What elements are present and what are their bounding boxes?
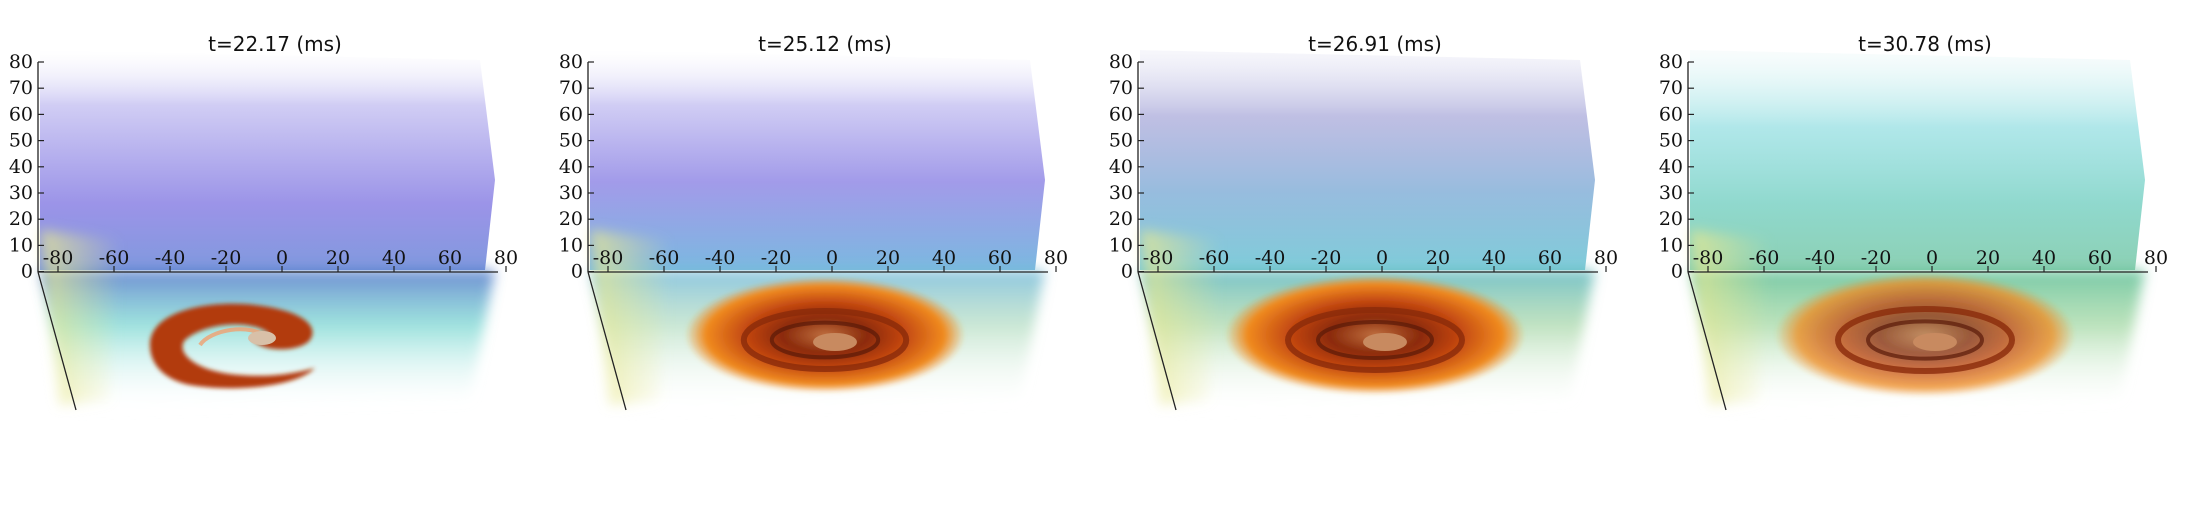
z-tick-label: 60 bbox=[1659, 103, 1683, 125]
z-tick-label: 20 bbox=[9, 208, 33, 230]
edge-glow bbox=[590, 230, 670, 405]
x-tick-label: 20 bbox=[326, 247, 350, 269]
x-tick-label: -60 bbox=[1199, 247, 1230, 269]
z-tick-label: 20 bbox=[559, 208, 583, 230]
x-tick-label: 0 bbox=[826, 247, 838, 269]
x-tick-label: -60 bbox=[99, 247, 130, 269]
x-tick-label: 40 bbox=[2032, 247, 2056, 269]
z-tick-label: 10 bbox=[1109, 234, 1133, 256]
x-tick-label: -40 bbox=[705, 247, 736, 269]
edge-glow bbox=[1690, 230, 1770, 405]
z-tick-label: 50 bbox=[1659, 130, 1683, 152]
x-tick-label: -80 bbox=[1143, 247, 1174, 269]
volume-render: 80 70 60 50 40 30 20 10 0 -80 -60 -40 -20 0 20 40 60 80 bbox=[1109, 50, 1618, 411]
z-tick-label: 40 bbox=[1109, 156, 1133, 178]
x-tick-label: -80 bbox=[1693, 247, 1724, 269]
density-structure bbox=[150, 303, 315, 389]
x-tick-label: -20 bbox=[761, 247, 792, 269]
x-tick-label: 80 bbox=[2144, 247, 2168, 269]
z-tick-label: 10 bbox=[559, 234, 583, 256]
upper-volume bbox=[1140, 50, 1595, 270]
z-tick-label: 10 bbox=[9, 234, 33, 256]
x-tick-label: 80 bbox=[494, 247, 518, 269]
x-tick-label: -20 bbox=[1861, 247, 1892, 269]
z-tick-label: 40 bbox=[1659, 156, 1683, 178]
z-tick-label: 70 bbox=[1109, 77, 1133, 99]
volume-render: 80 70 60 50 40 30 20 10 0 -80 -60 -40 -20 0 20 40 60 80 bbox=[9, 50, 518, 411]
x-tick-label: 40 bbox=[1482, 247, 1506, 269]
x-tick-label: 60 bbox=[1538, 247, 1562, 269]
z-tick-label: 0 bbox=[21, 261, 33, 283]
x-tick-label: -80 bbox=[43, 247, 74, 269]
z-tick-label: 30 bbox=[9, 182, 33, 204]
z-tick-label: 60 bbox=[9, 103, 33, 125]
volume-render: 80 70 60 50 40 30 20 10 0 -80 -60 -40 -20 0 20 40 60 80 bbox=[559, 50, 1068, 411]
x-tick-label: 60 bbox=[2088, 247, 2112, 269]
x-tick-label: 0 bbox=[1926, 247, 1938, 269]
x-tick-label: -20 bbox=[1311, 247, 1342, 269]
x-tick-label: 40 bbox=[382, 247, 406, 269]
z-tick-label: 30 bbox=[1659, 182, 1683, 204]
z-tick-label: 30 bbox=[1109, 182, 1133, 204]
z-tick-label: 0 bbox=[571, 261, 583, 283]
x-tick-label: -40 bbox=[1805, 247, 1836, 269]
z-tick-label: 40 bbox=[559, 156, 583, 178]
z-tick-label: 20 bbox=[1659, 208, 1683, 230]
z-tick-label: 0 bbox=[1121, 261, 1133, 283]
x-tick-label: 20 bbox=[876, 247, 900, 269]
x-tick-label: -60 bbox=[1749, 247, 1780, 269]
z-tick-label: 80 bbox=[1109, 51, 1133, 73]
x-tick-label: 0 bbox=[276, 247, 288, 269]
z-tick-label: 30 bbox=[559, 182, 583, 204]
render-panel: 80 70 60 50 40 30 20 10 0 -80 -60 -40 -20 0 20 40 60 80 t=… bbox=[0, 0, 550, 512]
z-tick-label: 80 bbox=[9, 51, 33, 73]
upper-volume bbox=[1690, 50, 2145, 270]
z-tick-label: 70 bbox=[559, 77, 583, 99]
x-tick-label: -80 bbox=[593, 247, 624, 269]
density-structure bbox=[1775, 273, 2075, 397]
panel-title: t=25.12 (ms) bbox=[758, 32, 892, 56]
z-tick-label: 50 bbox=[559, 130, 583, 152]
panel-title: t=26.91 (ms) bbox=[1308, 32, 1442, 56]
volume-render: 80 70 60 50 40 30 20 10 0 -80 -60 -40 -20 0 20 40 60 80 bbox=[1659, 50, 2168, 411]
x-tick-label: 80 bbox=[1594, 247, 1618, 269]
x-tick-label: 0 bbox=[1376, 247, 1388, 269]
z-tick-label: 60 bbox=[1109, 103, 1133, 125]
z-tick-label: 20 bbox=[1109, 208, 1133, 230]
x-tick-label: -40 bbox=[1255, 247, 1286, 269]
upper-volume bbox=[590, 50, 1045, 270]
x-tick-label: 20 bbox=[1976, 247, 2000, 269]
z-tick-label: 50 bbox=[1109, 130, 1133, 152]
z-tick-label: 40 bbox=[9, 156, 33, 178]
z-tick-label: 80 bbox=[1659, 51, 1683, 73]
x-tick-label: 40 bbox=[932, 247, 956, 269]
edge-glow bbox=[1140, 230, 1220, 405]
density-structure bbox=[685, 277, 965, 393]
z-tick-label: 60 bbox=[559, 103, 583, 125]
edge-glow bbox=[40, 230, 120, 405]
z-tick-label: 0 bbox=[1671, 261, 1683, 283]
x-tick-label: 60 bbox=[438, 247, 462, 269]
panel-title: t=22.17 (ms) bbox=[208, 32, 342, 56]
x-tick-label: -40 bbox=[155, 247, 186, 269]
z-tick-label: 80 bbox=[559, 51, 583, 73]
render-panel: 80 70 60 50 40 30 20 10 0 -80 -60 -40 -20 0 20 40 60 80 t=… bbox=[550, 0, 1100, 512]
panel-title: t=30.78 (ms) bbox=[1858, 32, 1992, 56]
z-tick-label: 10 bbox=[1659, 234, 1683, 256]
upper-volume bbox=[40, 50, 495, 270]
x-tick-label: 20 bbox=[1426, 247, 1450, 269]
x-tick-label: 80 bbox=[1044, 247, 1068, 269]
render-panel: 80 70 60 50 40 30 20 10 0 -80 -60 -40 -20 0 20 40 60 80 t=… bbox=[1650, 0, 2200, 512]
x-tick-label: -20 bbox=[211, 247, 242, 269]
z-tick-label: 50 bbox=[9, 130, 33, 152]
render-panel: 80 70 60 50 40 30 20 10 0 -80 -60 -40 -20 0 20 40 60 80 t=… bbox=[1100, 0, 1650, 512]
x-tick-label: 60 bbox=[988, 247, 1012, 269]
x-tick-label: -60 bbox=[649, 247, 680, 269]
z-tick-label: 70 bbox=[1659, 77, 1683, 99]
density-structure bbox=[1225, 275, 1525, 395]
z-tick-label: 70 bbox=[9, 77, 33, 99]
